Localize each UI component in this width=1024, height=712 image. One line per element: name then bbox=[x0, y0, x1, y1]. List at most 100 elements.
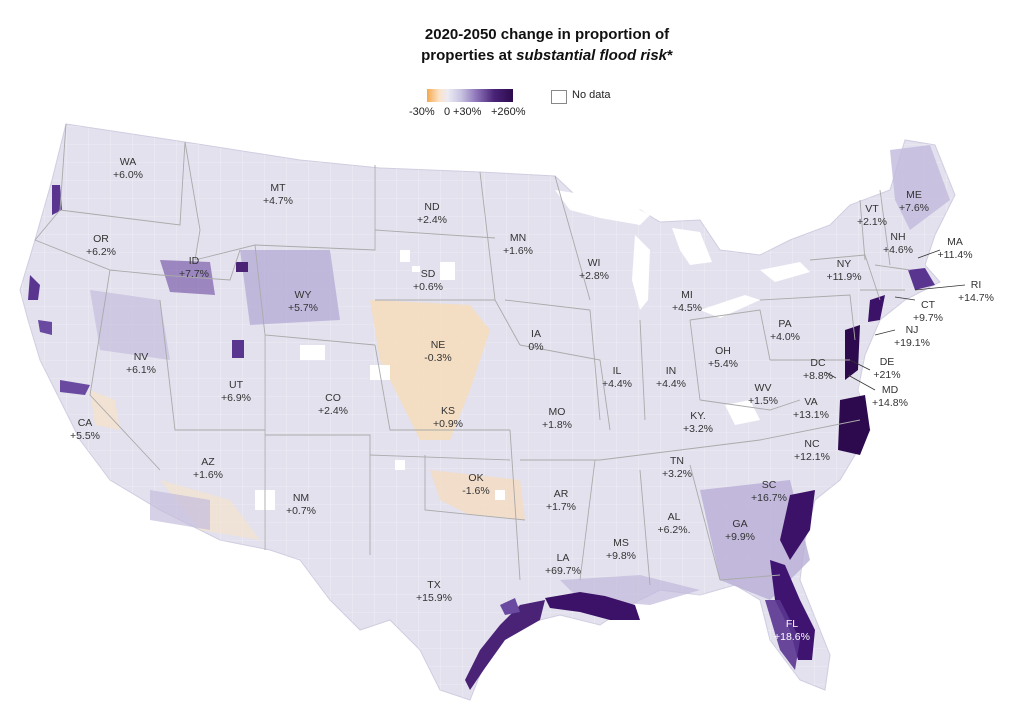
state-value: +9.8% bbox=[606, 550, 636, 562]
title-line-2-italic: substantial flood risk bbox=[516, 47, 668, 64]
legend-tick-max: +260% bbox=[491, 106, 526, 118]
state-abbr: TX bbox=[427, 579, 440, 591]
state-value: +1.5% bbox=[748, 395, 778, 407]
state-abbr: DE bbox=[880, 356, 895, 368]
state-abbr: NH bbox=[890, 231, 905, 243]
state-label-ne: NE -0.3% bbox=[424, 339, 451, 364]
state-abbr: IL bbox=[613, 365, 622, 377]
state-abbr: CT bbox=[921, 299, 936, 311]
state-value: -0.3% bbox=[424, 352, 451, 364]
state-abbr: CO bbox=[325, 392, 341, 404]
state-value: +7.7% bbox=[179, 268, 209, 280]
high-risk-louisiana-coast bbox=[545, 592, 640, 620]
state-label-ar: AR +1.7% bbox=[546, 488, 576, 513]
state-label-la: LA +69.7% bbox=[545, 552, 581, 577]
state-value: +9.9% bbox=[725, 531, 755, 543]
state-label-mi: MI +4.5% bbox=[672, 289, 702, 314]
state-label-wy: WY +5.7% bbox=[288, 289, 318, 314]
state-abbr: WV bbox=[755, 382, 772, 394]
state-value: +21% bbox=[873, 369, 900, 381]
state-value: +5.5% bbox=[70, 430, 100, 442]
state-label-vt: VT +2.1% bbox=[857, 203, 887, 228]
legend-tick-min: -30% bbox=[409, 106, 435, 118]
state-abbr: MS bbox=[613, 537, 629, 549]
state-label-ky: KY. +3.2% bbox=[683, 410, 713, 435]
state-abbr: AR bbox=[554, 488, 569, 500]
state-value: +6.2% bbox=[86, 246, 116, 258]
state-abbr: GA bbox=[732, 518, 747, 530]
state-value: +16.7% bbox=[751, 492, 787, 504]
state-value: +11.4% bbox=[937, 249, 972, 261]
state-abbr: RI bbox=[971, 279, 982, 291]
high-risk-florida bbox=[770, 560, 815, 660]
legend-nodata-swatch bbox=[551, 90, 567, 104]
state-value: +0.9% bbox=[433, 418, 463, 430]
title-line-1: 2020-2050 change in proportion of bbox=[424, 26, 670, 43]
state-label-ri: RI +14.7% bbox=[958, 279, 994, 304]
state-value: +4.6% bbox=[883, 244, 913, 256]
state-label-co: CO +2.4% bbox=[318, 392, 348, 417]
state-abbr: MT bbox=[270, 182, 286, 194]
state-label-nd: ND +2.4% bbox=[417, 201, 447, 226]
state-label-ia: IA 0% bbox=[528, 328, 543, 353]
state-abbr: ID bbox=[189, 255, 200, 267]
state-label-de: DE +21% bbox=[873, 356, 900, 381]
leader-lines bbox=[824, 249, 966, 391]
state-label-nh: NH +4.6% bbox=[883, 231, 913, 256]
state-value: 0% bbox=[528, 341, 543, 353]
state-abbr: MO bbox=[549, 406, 566, 418]
state-label-mn: MN +1.6% bbox=[503, 232, 533, 257]
high-risk-texas-coast bbox=[465, 600, 545, 690]
state-label-oh: OH +5.4% bbox=[708, 345, 738, 370]
state-value: +5.4% bbox=[708, 358, 738, 370]
state-value: +18.6% bbox=[774, 631, 810, 643]
state-value: +1.6% bbox=[503, 245, 533, 257]
state-label-in: IN +4.4% bbox=[656, 365, 686, 390]
state-label-nc: NC +12.1% bbox=[794, 438, 830, 463]
state-value: +0.6% bbox=[413, 281, 443, 293]
state-abbr: MD bbox=[882, 384, 899, 396]
state-value: +2.4% bbox=[417, 214, 447, 226]
state-value: +3.2% bbox=[662, 468, 692, 480]
state-label-ct: CT +9.7% bbox=[913, 299, 943, 324]
state-label-va: VA +13.1% bbox=[793, 396, 829, 421]
state-value: +6.2%. bbox=[658, 524, 691, 536]
great-lakes bbox=[555, 190, 810, 318]
state-abbr: SD bbox=[421, 268, 436, 280]
state-abbr: ND bbox=[424, 201, 440, 213]
state-abbr: IA bbox=[531, 328, 541, 340]
state-label-ut: UT +6.9% bbox=[221, 379, 251, 404]
state-abbr: KS bbox=[441, 405, 455, 417]
legend-color-ramp bbox=[427, 89, 513, 102]
legend-tick-zero: 0 bbox=[444, 106, 451, 118]
state-abbr: IN bbox=[666, 365, 677, 377]
state-label-az: AZ +1.6% bbox=[193, 456, 223, 481]
map-title: 2020-2050 change in proportion of proper… bbox=[0, 24, 1024, 66]
state-value: +13.1% bbox=[793, 409, 829, 421]
state-abbr: OR bbox=[93, 233, 109, 245]
state-abbr: NJ bbox=[906, 324, 919, 336]
state-label-ca: CA +5.5% bbox=[70, 417, 100, 442]
state-value: +14.7% bbox=[958, 292, 994, 304]
state-abbr: AL bbox=[668, 511, 681, 523]
state-value: +2.8% bbox=[579, 270, 609, 282]
state-value: -1.6% bbox=[462, 485, 489, 497]
state-abbr: VA bbox=[804, 396, 817, 408]
state-abbr: MA bbox=[947, 236, 963, 248]
state-abbr: NM bbox=[293, 492, 309, 504]
state-label-id: ID +7.7% bbox=[179, 255, 209, 280]
state-abbr: TN bbox=[670, 455, 684, 467]
state-value: +7.6% bbox=[899, 202, 929, 214]
state-value: +3.2% bbox=[683, 423, 713, 435]
state-value: +1.6% bbox=[193, 469, 223, 481]
state-value: +19.1% bbox=[894, 337, 930, 349]
state-value: +1.8% bbox=[542, 419, 572, 431]
state-abbr: WY bbox=[295, 289, 312, 301]
state-label-al: AL +6.2%. bbox=[658, 511, 691, 536]
state-label-dc: DC +8.8% bbox=[803, 357, 833, 382]
state-value: +15.9% bbox=[416, 592, 452, 604]
state-abbr: ME bbox=[906, 189, 922, 201]
state-label-il: IL +4.4% bbox=[602, 365, 632, 390]
state-label-md: MD +14.8% bbox=[872, 384, 908, 409]
